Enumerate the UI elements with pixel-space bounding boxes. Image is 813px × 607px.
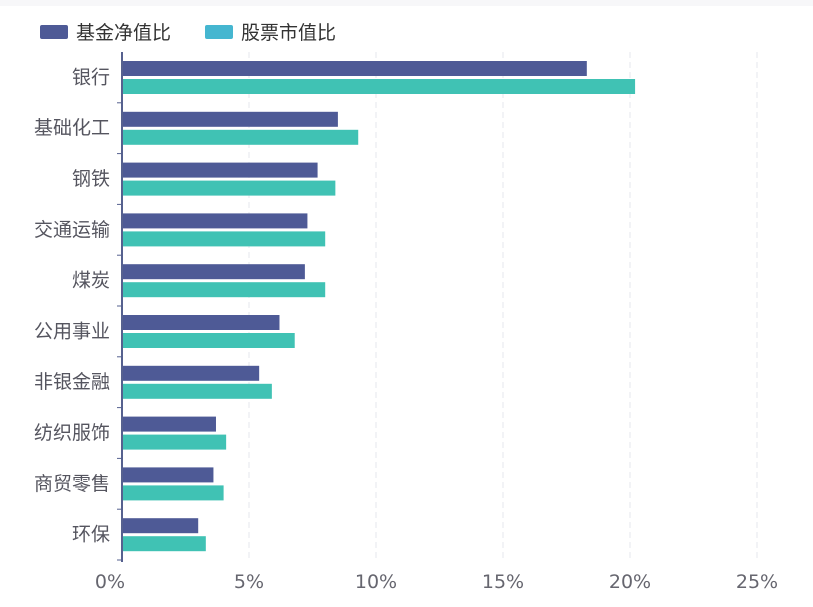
- category-label: 基础化工: [34, 117, 110, 139]
- category-label: 银行: [72, 66, 110, 88]
- bar-fund: [122, 162, 318, 178]
- bar-stock: [122, 536, 206, 552]
- category-label: 钢铁: [72, 168, 110, 190]
- bar-fund: [122, 61, 587, 76]
- bar-stock: [122, 180, 336, 196]
- category-label: 交通运输: [34, 219, 110, 241]
- bar-fund: [122, 315, 280, 330]
- bar-fund: [122, 416, 216, 432]
- legend-swatch-stock: [205, 24, 234, 39]
- x-tick-label: 0%: [95, 571, 125, 593]
- category-label: 非银金融: [34, 371, 110, 393]
- bar-fund: [122, 467, 214, 483]
- legend-swatch-fund: [40, 24, 68, 39]
- bar-stock: [122, 129, 359, 145]
- top-strip: [0, 0, 813, 6]
- bar-fund: [122, 264, 305, 280]
- bar-fund: [122, 111, 338, 127]
- category-label: 纺织服饰: [34, 422, 110, 444]
- bar-stock: [122, 333, 295, 348]
- bar-stock: [122, 79, 636, 94]
- bar-fund: [122, 518, 199, 534]
- bar-stock: [122, 231, 326, 247]
- x-tick-label: 10%: [355, 571, 397, 593]
- bar-fund: [122, 213, 308, 229]
- category-label: 煤炭: [72, 270, 110, 292]
- bar-stock: [122, 383, 272, 399]
- x-tick-label: 15%: [482, 571, 524, 593]
- category-label: 商贸零售: [34, 473, 110, 495]
- category-label: 公用事业: [34, 320, 110, 342]
- bar-stock: [122, 485, 224, 501]
- x-tick-label: 25%: [736, 571, 778, 593]
- category-label: 环保: [72, 524, 110, 546]
- legend-label-stock: 股票市值比: [241, 22, 337, 44]
- legend-item-fund[interactable]: 基金净值比: [40, 18, 171, 45]
- x-tick-label: 20%: [609, 571, 651, 593]
- bar-stock: [122, 434, 227, 450]
- x-tick-label: 5%: [234, 571, 264, 593]
- legend: 基金净值比 股票市值比: [40, 18, 336, 45]
- bar-stock: [122, 282, 326, 298]
- legend-label-fund: 基金净值比: [76, 22, 172, 44]
- bar-fund: [122, 365, 260, 381]
- legend-item-stock[interactable]: 股票市值比: [205, 18, 336, 45]
